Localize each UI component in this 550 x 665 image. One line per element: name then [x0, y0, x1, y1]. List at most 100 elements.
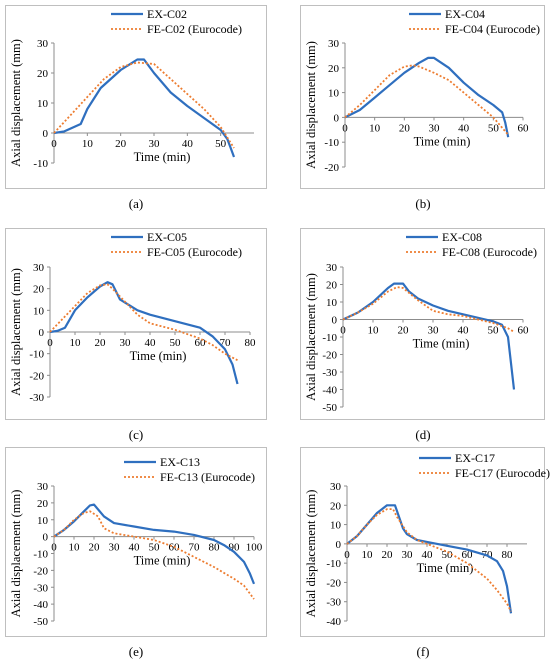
series-line-experiment [53, 503, 256, 585]
y-axis-label: Axial displacement (mm) [9, 490, 23, 618]
y-tick-label: -30 [29, 392, 44, 404]
y-tick-label: -50 [33, 616, 48, 628]
y-tick-label: -30 [322, 367, 337, 379]
x-tick-label: 80 [209, 542, 221, 554]
x-tick-label: 0 [342, 122, 348, 134]
y-tick-label: -10 [324, 137, 339, 149]
legend-label: FE-C02 (Eurocode) [147, 22, 242, 36]
series-line-fe [342, 286, 515, 333]
x-tick-label: 30 [120, 337, 132, 349]
x-tick-label: 90 [229, 542, 241, 554]
x-tick-label: 0 [344, 549, 350, 561]
legend-label: EX-C05 [147, 230, 187, 244]
x-tick-label: 20 [89, 542, 101, 554]
x-tick-label: 40 [458, 325, 470, 337]
chart-panel-e: -50 -40 -30 -20 -10 0 10 20 30 0 10 20 30 40 50 60 70 80 9… [5, 447, 267, 637]
series-line-experiment [53, 58, 236, 158]
y-tick-label: 0 [43, 128, 49, 140]
x-tick-label: 60 [195, 337, 207, 349]
chart-panel-f: -40 -30 -20 -10 0 10 20 30 0 10 20 30 40 50 60 70 80 Time… [300, 447, 550, 637]
series-line-fe [49, 283, 238, 361]
x-tick-label: 60 [518, 122, 530, 134]
x-tick-label: 20 [95, 337, 107, 349]
x-tick-label: 30 [149, 138, 161, 150]
y-axis-label: Axial displacement (mm) [304, 490, 318, 618]
caption-e: (e) [128, 644, 144, 659]
x-tick-label: 50 [170, 337, 182, 349]
y-tick-label: -40 [322, 385, 337, 397]
y-tick-label: 30 [37, 481, 49, 493]
x-tick-label: 40 [422, 549, 434, 561]
x-tick-label: 60 [462, 549, 474, 561]
y-tick-label: -50 [322, 402, 337, 414]
x-tick-label: 0 [340, 325, 346, 337]
x-tick-label: 20 [115, 138, 127, 150]
y-tick-label: 30 [326, 262, 338, 274]
chart-panel-a: -10 0 10 20 30 0 10 20 30 40 50 Time (min) Axial dis… [5, 5, 267, 189]
x-tick-label: 30 [429, 122, 441, 134]
series-line-experiment [342, 282, 516, 390]
y-tick-label: 20 [326, 280, 338, 292]
x-tick-label: 20 [382, 549, 394, 561]
x-axis-label: Time (min) [134, 554, 191, 568]
x-tick-label: 0 [51, 542, 57, 554]
y-tick-label: -40 [33, 599, 48, 611]
legend-label: FE-C05 (Eurocode) [147, 245, 242, 259]
y-tick-label: 10 [37, 515, 49, 527]
y-tick-label: 0 [332, 315, 338, 327]
caption-b: (b) [415, 196, 431, 211]
series-line-fe [344, 64, 509, 136]
x-tick-label: 80 [245, 337, 257, 349]
x-tick-label: 30 [109, 542, 121, 554]
x-tick-label: 50 [442, 549, 454, 561]
legend-label: EX-C13 [160, 455, 200, 469]
y-tick-label: 0 [39, 327, 45, 339]
legend-label: EX-C17 [455, 451, 495, 465]
legend-label: FE-C08 (Eurocode) [442, 245, 537, 259]
y-tick-label: 0 [43, 532, 49, 544]
y-tick-label: -20 [322, 350, 337, 362]
x-tick-label: 20 [399, 122, 411, 134]
legend-label: FE-C04 (Eurocode) [445, 22, 540, 36]
y-tick-label: -20 [324, 162, 339, 174]
y-tick-label: 10 [33, 305, 45, 317]
y-tick-label: 0 [334, 112, 340, 124]
y-tick-label: 30 [328, 38, 340, 50]
x-tick-label: 10 [368, 325, 380, 337]
series-line-fe [53, 510, 255, 600]
series-line-experiment [344, 56, 510, 138]
y-tick-label: 10 [37, 98, 49, 110]
series-line-experiment [49, 281, 239, 385]
y-tick-label: -20 [29, 370, 44, 382]
legend-label: EX-C08 [442, 230, 482, 244]
y-tick-label: -40 [326, 616, 341, 628]
y-tick-label: 10 [330, 520, 342, 532]
x-tick-label: 60 [518, 325, 530, 337]
chart-panel-c: -30 -20 -10 0 10 20 30 0 10 20 30 40 50 60 70 80 Time (m… [5, 228, 267, 420]
y-tick-label: -20 [326, 577, 341, 589]
x-tick-label: 50 [488, 325, 500, 337]
y-tick-label: -10 [326, 558, 341, 570]
y-tick-label: -10 [33, 158, 48, 170]
x-tick-label: 30 [428, 325, 440, 337]
x-tick-label: 50 [149, 542, 161, 554]
series-line-fe [346, 508, 512, 612]
y-axis-label: Axial displacement (mm) [9, 39, 23, 167]
y-axis-label: Axial displacement (mm) [304, 41, 318, 169]
x-tick-label: 40 [458, 122, 470, 134]
y-tick-label: 20 [37, 498, 49, 510]
x-axis-label: Time (min) [130, 349, 187, 363]
legend-label: FE-C17 (Eurocode) [455, 466, 550, 480]
x-tick-label: 10 [70, 337, 82, 349]
caption-a: (a) [128, 196, 144, 211]
x-tick-label: 80 [502, 549, 514, 561]
x-tick-label: 50 [488, 122, 500, 134]
y-tick-label: 30 [330, 481, 342, 493]
y-tick-label: 20 [328, 63, 340, 75]
x-tick-label: 40 [145, 337, 157, 349]
x-tick-label: 50 [215, 138, 227, 150]
x-tick-label: 100 [246, 542, 263, 554]
